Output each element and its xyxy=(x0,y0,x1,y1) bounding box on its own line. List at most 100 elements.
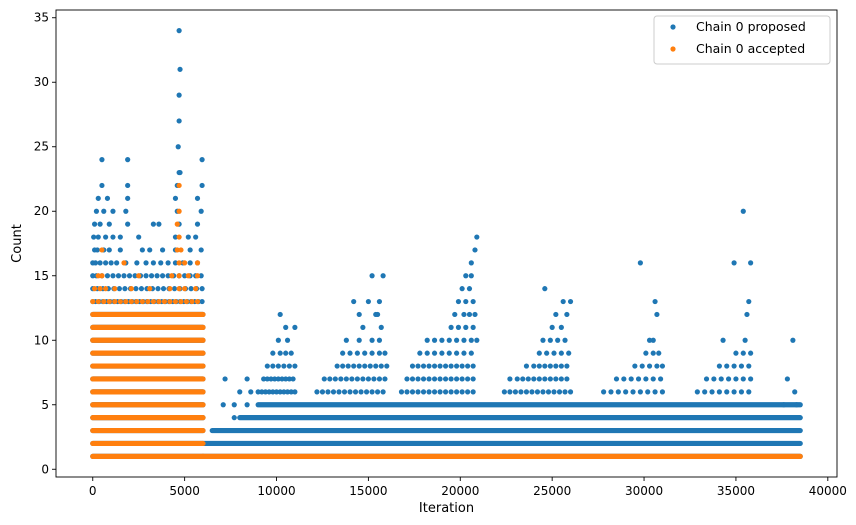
point-proposed xyxy=(560,298,566,305)
point-proposed xyxy=(117,247,123,253)
point-proposed xyxy=(549,324,555,330)
point-proposed xyxy=(172,234,179,240)
point-proposed xyxy=(176,92,182,98)
point-accepted xyxy=(139,298,145,305)
point-proposed xyxy=(264,376,270,382)
point-proposed xyxy=(442,376,449,382)
point-proposed xyxy=(133,286,139,292)
point-proposed xyxy=(659,389,666,395)
point-proposed xyxy=(639,363,645,369)
point-proposed xyxy=(718,376,724,382)
point-proposed xyxy=(409,363,416,369)
y-tick-label: 30 xyxy=(34,75,49,89)
point-proposed xyxy=(125,182,131,189)
point-proposed xyxy=(378,363,384,369)
point-proposed xyxy=(720,337,726,343)
point-proposed xyxy=(147,247,153,253)
point-proposed xyxy=(740,376,746,382)
point-accepted xyxy=(194,260,201,266)
point-proposed xyxy=(446,337,452,343)
plot-area xyxy=(90,28,803,459)
point-proposed xyxy=(126,273,133,279)
point-proposed xyxy=(259,389,265,395)
point-proposed xyxy=(340,350,346,356)
point-proposed xyxy=(523,363,530,369)
point-proposed xyxy=(380,273,386,279)
point-proposed xyxy=(369,389,375,395)
point-proposed xyxy=(793,402,800,408)
point-proposed xyxy=(373,363,379,369)
point-proposed xyxy=(371,376,377,382)
point-proposed xyxy=(187,260,193,266)
point-proposed xyxy=(365,298,371,305)
point-proposed xyxy=(90,273,96,279)
point-proposed xyxy=(198,273,204,279)
point-proposed xyxy=(623,389,629,395)
x-tick-label: 30000 xyxy=(625,484,663,498)
point-proposed xyxy=(645,389,651,395)
point-proposed xyxy=(553,311,559,318)
point-accepted xyxy=(112,286,118,292)
point-proposed xyxy=(448,363,454,369)
point-proposed xyxy=(356,311,362,318)
point-proposed xyxy=(325,389,331,395)
point-proposed xyxy=(652,298,658,305)
point-proposed xyxy=(103,234,109,240)
point-proposed xyxy=(448,376,454,382)
point-proposed xyxy=(556,389,563,395)
point-proposed xyxy=(94,247,100,253)
point-proposed xyxy=(199,298,205,305)
point-proposed xyxy=(459,286,465,292)
point-proposed xyxy=(738,363,745,369)
point-proposed xyxy=(553,363,559,369)
point-proposed xyxy=(474,234,480,240)
point-proposed xyxy=(724,363,730,369)
point-proposed xyxy=(110,273,116,279)
legend-marker-accepted xyxy=(670,46,676,52)
point-proposed xyxy=(376,376,383,382)
point-proposed xyxy=(650,337,656,343)
point-proposed xyxy=(360,324,366,330)
x-axis-label: Iteration xyxy=(419,501,474,516)
point-proposed xyxy=(110,234,116,240)
point-band-accepted xyxy=(90,337,206,343)
point-proposed xyxy=(340,363,346,369)
point-proposed xyxy=(327,376,333,382)
point-proposed xyxy=(454,337,460,343)
point-proposed xyxy=(334,363,340,369)
point-proposed xyxy=(283,350,289,356)
point-proposed xyxy=(155,286,161,292)
point-proposed xyxy=(507,389,513,395)
point-accepted xyxy=(178,247,184,253)
point-proposed xyxy=(319,389,326,395)
point-proposed xyxy=(159,273,166,279)
point-proposed xyxy=(567,298,574,305)
point-proposed xyxy=(330,389,337,395)
legend-label-accepted: Chain 0 accepted xyxy=(696,41,805,56)
point-proposed xyxy=(277,311,283,318)
point-proposed xyxy=(415,389,421,395)
point-proposed xyxy=(286,363,292,369)
point-proposed xyxy=(630,389,636,395)
point-proposed xyxy=(264,363,270,369)
point-accepted xyxy=(136,273,142,279)
point-proposed xyxy=(132,273,138,279)
point-proposed xyxy=(97,221,103,227)
point-proposed xyxy=(415,363,421,369)
point-accepted xyxy=(91,286,98,292)
point-proposed xyxy=(345,363,351,369)
point-accepted xyxy=(176,234,182,240)
point-proposed xyxy=(744,311,750,318)
point-proposed xyxy=(182,273,188,279)
point-proposed xyxy=(632,363,638,369)
point-proposed xyxy=(341,389,348,395)
point-proposed xyxy=(454,376,460,382)
point-proposed xyxy=(176,28,182,34)
y-tick-label: 35 xyxy=(34,11,49,25)
point-proposed xyxy=(369,350,375,356)
point-proposed xyxy=(652,389,658,395)
point-proposed xyxy=(547,376,553,382)
point-proposed xyxy=(514,376,520,382)
point-proposed xyxy=(558,363,564,369)
point-proposed xyxy=(711,376,717,382)
